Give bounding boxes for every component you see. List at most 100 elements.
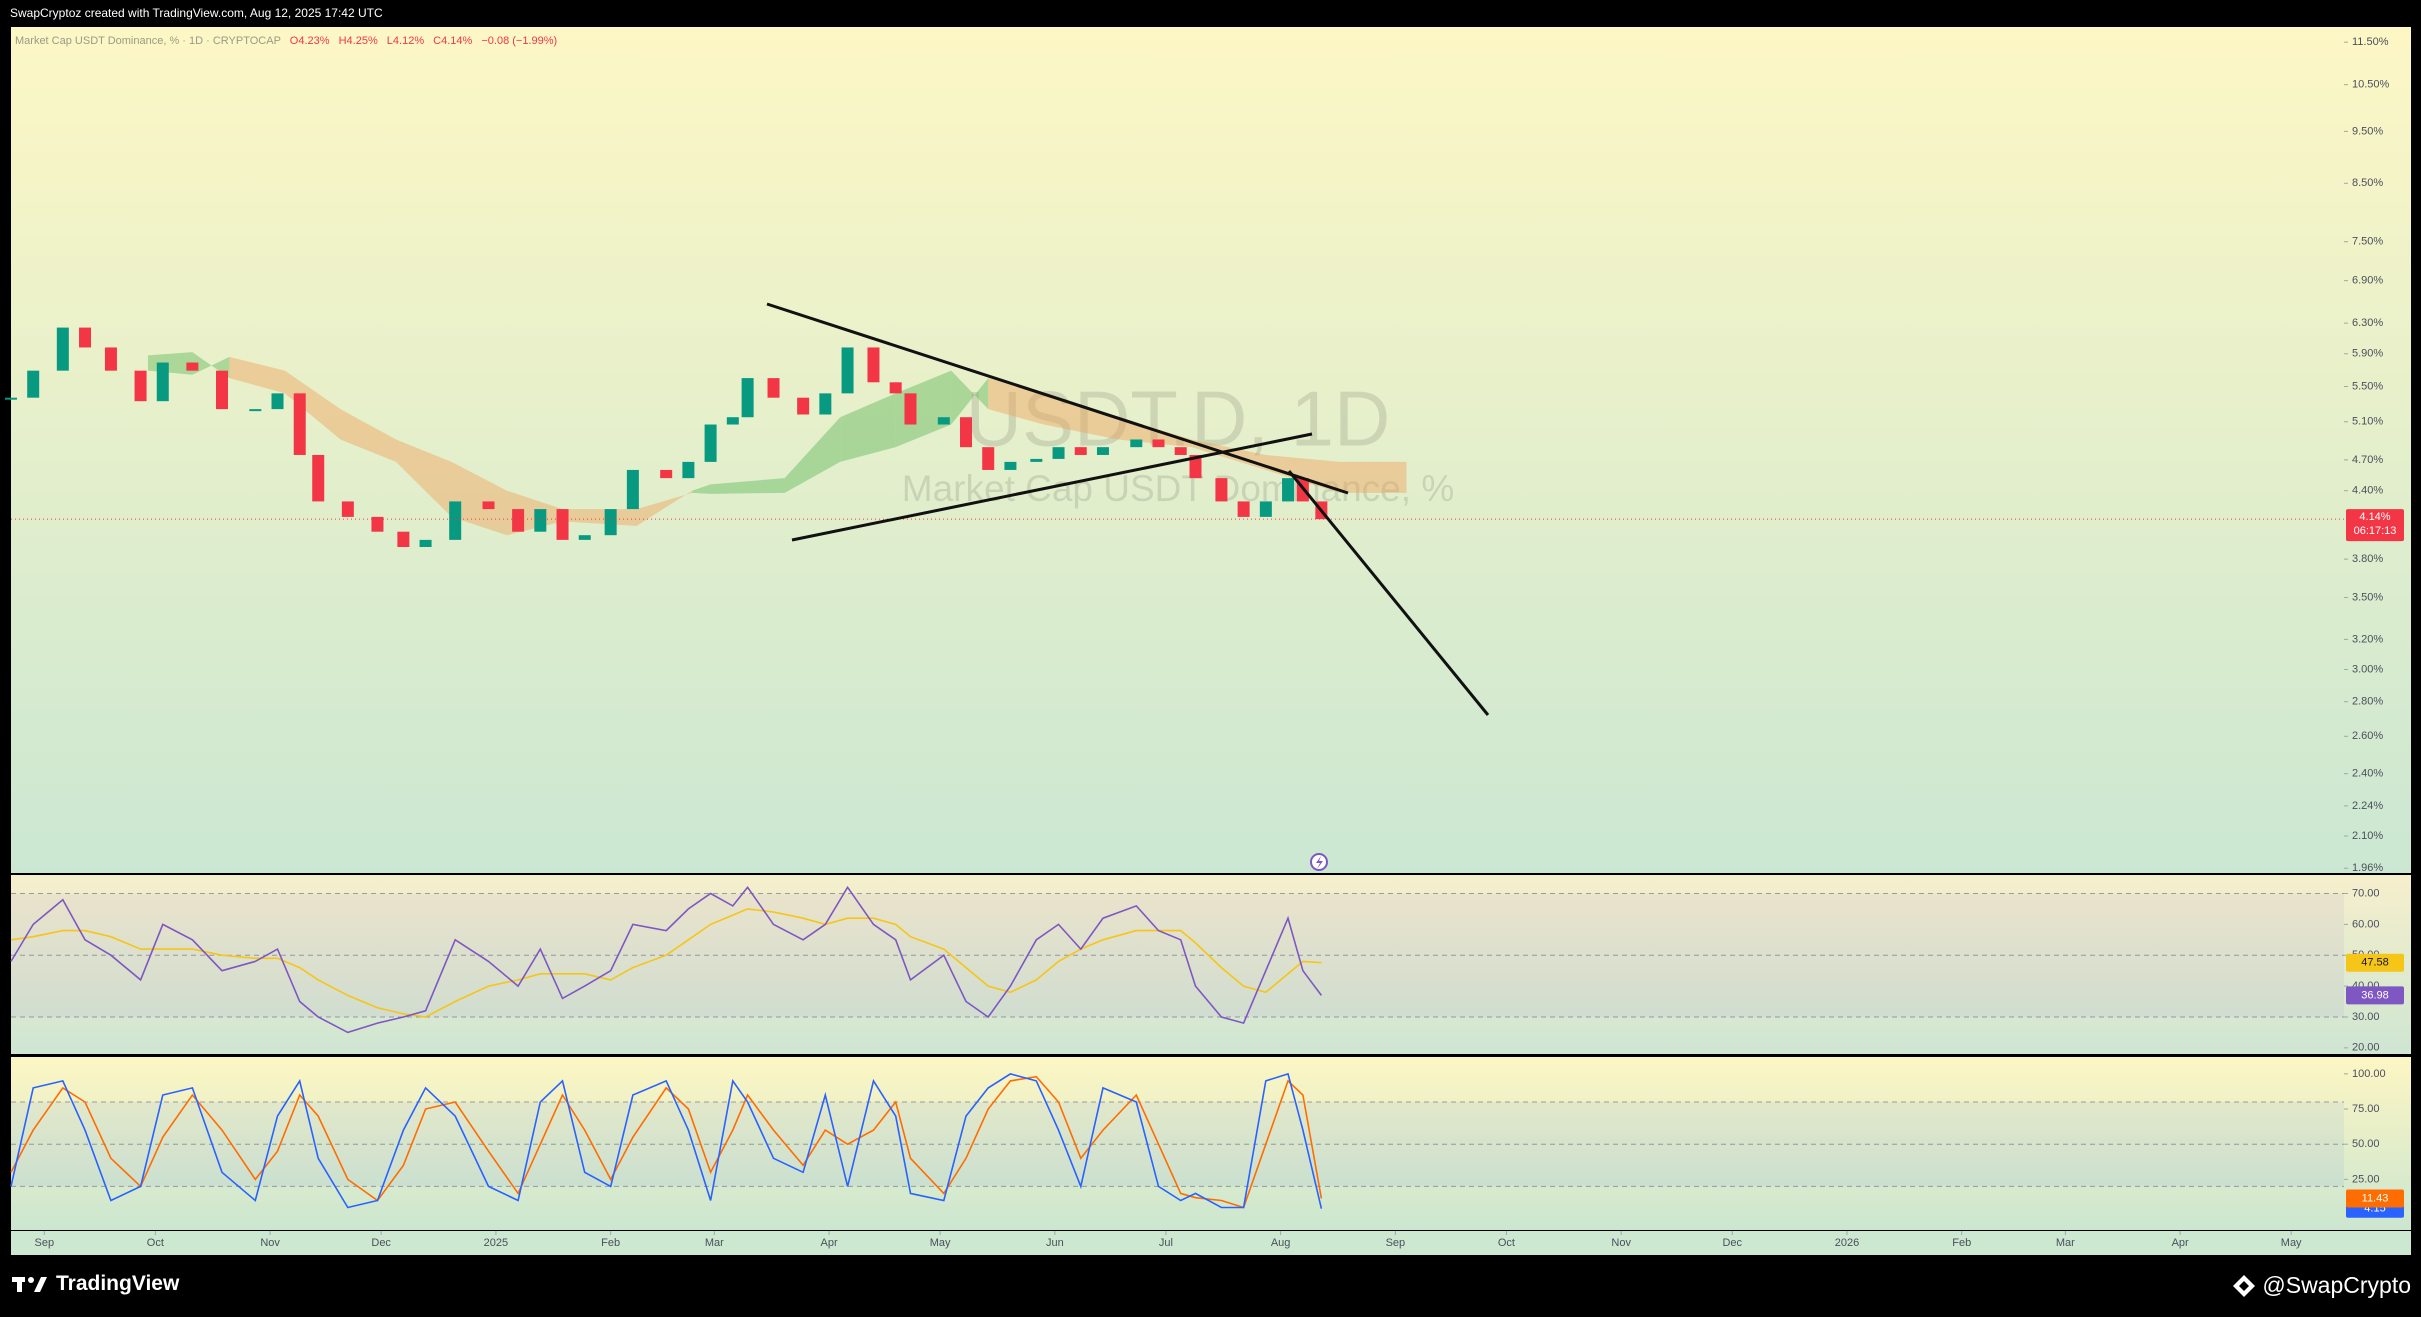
candle [1004, 461, 1017, 470]
brand-logo [12, 1277, 47, 1292]
footer-brand[interactable]: TradingView [12, 1272, 179, 1296]
last-value-label: 36.98 [2361, 989, 2389, 1001]
series-line [10, 1075, 1323, 1209]
candle [741, 378, 754, 418]
cloud-segment [636, 490, 693, 526]
trend-line [1287, 470, 1490, 716]
y-tick-label: 2.24% [2352, 800, 2383, 812]
brand-name: TradingView [56, 1272, 180, 1295]
x-tick-label: Dec [371, 1237, 391, 1249]
cloud-segment [692, 484, 711, 494]
cloud-segment [395, 439, 452, 517]
x-tick-label: 2026 [1835, 1237, 1859, 1249]
candle [904, 393, 917, 425]
candle [604, 509, 617, 536]
candle [1174, 447, 1187, 455]
candle [397, 531, 410, 548]
candle [556, 509, 569, 540]
candle [534, 509, 547, 532]
cloud-segment [562, 509, 637, 526]
legend-low: L4.12% [386, 35, 425, 47]
rsi-pane [11, 875, 2411, 1054]
candle [937, 417, 950, 425]
price-label-box [2346, 509, 2404, 542]
countdown: 06:17:13 [2354, 525, 2397, 537]
y-tick-label: 5.90% [2352, 348, 2383, 360]
candle [1130, 439, 1143, 448]
y-tick-label: 5.50% [2352, 380, 2383, 392]
last-value-label: 11.43 [2362, 1192, 2389, 1204]
y-tick-label: 2.60% [2352, 730, 2383, 742]
candle [79, 327, 92, 348]
y-tick-label: 30.00 [2352, 1011, 2380, 1023]
header-credit: SwapCryptoz created with TradingView.com… [10, 6, 383, 20]
y-tick-label: 3.20% [2352, 633, 2383, 645]
candle [682, 461, 695, 479]
y-tick-label: 4.40% [2352, 485, 2383, 497]
candle [5, 397, 17, 400]
y-tick-label: 11.50% [2352, 36, 2389, 48]
x-tick-label: May [2281, 1237, 2302, 1249]
candle [1096, 447, 1109, 455]
candle [186, 362, 199, 371]
author-name: @SwapCrypto [2262, 1272, 2411, 1298]
trend-line [766, 302, 1349, 495]
candle [660, 469, 673, 479]
candle [1052, 447, 1065, 459]
cloud-segment [840, 393, 896, 462]
plot: Sep Oct Nov Dec 2025 Feb Mar Apr May Jun Jul Aug Sep… [5, 36, 2404, 1249]
legend-open: O4.23% [289, 35, 330, 47]
x-tick-label: Mar [2056, 1237, 2075, 1249]
watermark-sub: Market Cap USDT Dominance, % [902, 468, 1454, 509]
trend-line [791, 432, 1313, 542]
author-icon [2233, 1274, 2256, 1297]
candle [626, 469, 639, 510]
candle [419, 539, 432, 548]
candle [271, 393, 284, 410]
cloud-segment [284, 370, 341, 440]
x-tick-label: Sep [1386, 1237, 1406, 1249]
y-tick-label: 100.00 [2352, 1068, 2386, 1080]
y-tick-label: 5.10% [2352, 416, 2383, 428]
candle [982, 447, 995, 470]
x-tick-label: May [930, 1237, 951, 1249]
candle [726, 417, 739, 425]
series-line [10, 1072, 1323, 1209]
candle [482, 501, 495, 510]
candle [841, 347, 854, 394]
event-icon-bolt [1316, 856, 1323, 869]
x-tick-label: Feb [1952, 1237, 1971, 1249]
candle [889, 382, 902, 394]
candle [704, 424, 717, 462]
candle [1074, 447, 1087, 455]
y-tick-label: 6.90% [2352, 275, 2383, 287]
legend: Market Cap USDT Dominance, % · 1D · CRYP… [15, 35, 557, 47]
y-tick-label: 60.00 [2352, 918, 2380, 930]
y-tick-label: 1.96% [2352, 862, 2383, 874]
y-tick-label: 2.80% [2352, 696, 2383, 708]
x-tick-label: Mar [705, 1237, 724, 1249]
x-tick-label: Apr [2172, 1237, 2189, 1249]
y-tick-label: 8.50% [2352, 177, 2383, 189]
x-tick-label: Dec [1722, 1237, 1742, 1249]
candle [767, 378, 780, 398]
x-tick-label: Sep [35, 1237, 55, 1249]
legend-close: C4.14% [433, 35, 473, 47]
candle [1152, 439, 1165, 448]
last-value-label-box [2346, 953, 2404, 972]
cloud-segment [340, 409, 396, 462]
cloud-segment [1043, 393, 1118, 440]
y-tick-label: 20.00 [2352, 1042, 2380, 1054]
x-tick-label: 2025 [484, 1237, 508, 1249]
candle [449, 501, 462, 540]
candle [960, 417, 973, 448]
x-tick-label: Aug [1271, 1237, 1291, 1249]
y-tick-label: 3.80% [2352, 553, 2383, 565]
candle [578, 535, 591, 540]
legend-high: H4.25% [338, 35, 378, 47]
x-tick-label: Nov [1611, 1237, 1631, 1249]
footer-author: @SwapCrypto [2232, 1272, 2411, 1299]
x-tick-label: Oct [1498, 1237, 1515, 1249]
y-tick-label: 9.50% [2352, 125, 2383, 137]
cloud-segment [784, 417, 841, 493]
